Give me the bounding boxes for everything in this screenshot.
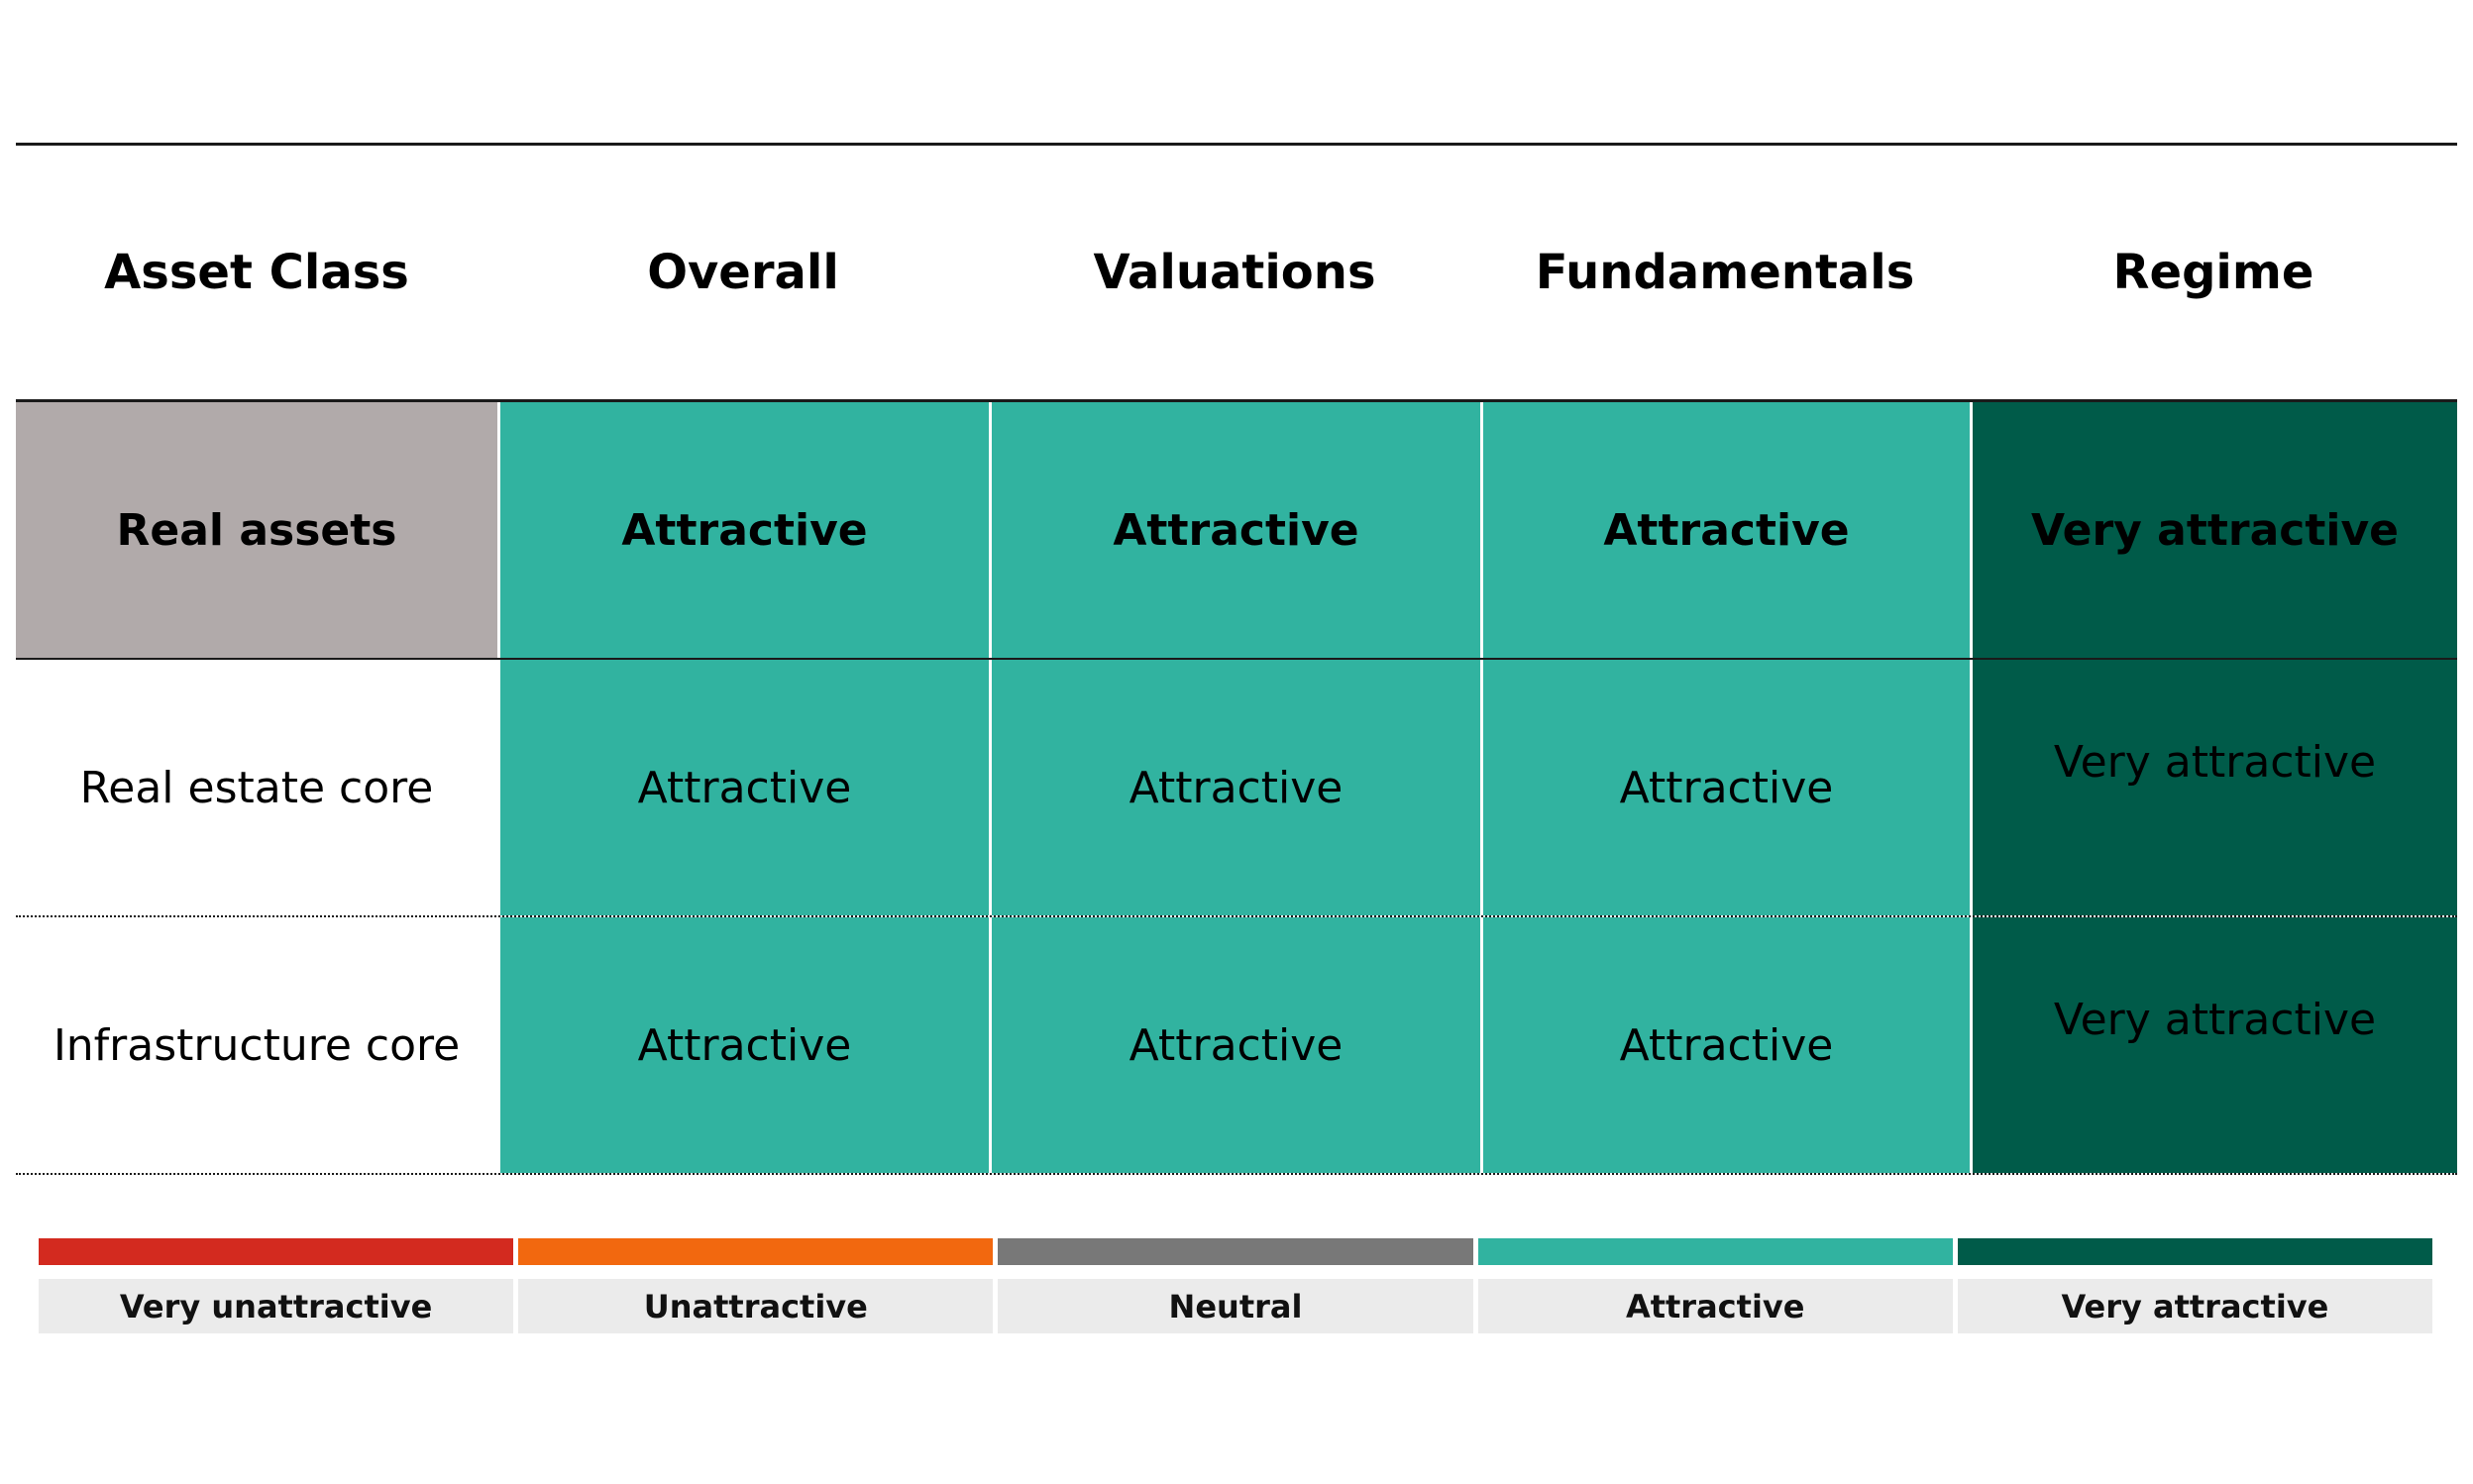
cell-regime-infrastructure-core: Very attractive [1970, 917, 2457, 1173]
top-rule [16, 143, 2457, 146]
legend-label-very-unattractive: Very unattractive [39, 1279, 514, 1333]
cell-regime-real-estate-core: Very attractive [1970, 660, 2457, 915]
header-fundamentals: Fundamentals [1535, 245, 1915, 300]
table-row-real-estate-core: Real estate core Attractive Attractive A… [16, 660, 2457, 917]
legend-item-attractive: Attractive [1477, 1238, 1953, 1333]
cell-valuations-real-assets: Attractive [989, 402, 1480, 658]
cell-overall-real-estate-core: Attractive [497, 660, 989, 915]
legend-swatch-unattractive [518, 1238, 994, 1265]
legend-label-very-attractive: Very attractive [1957, 1279, 2433, 1333]
legend-item-unattractive: Unattractive [518, 1238, 994, 1333]
legend-label-neutral: Neutral [998, 1279, 1473, 1333]
header-overall: Overall [647, 245, 839, 300]
cell-asset-real-assets: Real assets [16, 402, 497, 658]
cell-asset-infrastructure-core: Infrastructure core [16, 917, 497, 1173]
cell-regime-real-assets: Very attractive [1970, 402, 2457, 658]
table-header-row: Asset Class Overall Valuations Fundament… [16, 146, 2457, 399]
table-row-infrastructure-core: Infrastructure core Attractive Attractiv… [16, 917, 2457, 1175]
legend-swatch-neutral [998, 1238, 1473, 1265]
legend-swatch-very-unattractive [39, 1238, 514, 1265]
legend-item-very-attractive: Very attractive [1957, 1238, 2433, 1333]
header-asset-class: Asset Class [104, 245, 409, 300]
cell-overall-real-assets: Attractive [497, 402, 989, 658]
cell-fundamentals-real-estate-core: Attractive [1480, 660, 1970, 915]
cell-overall-infrastructure-core: Attractive [497, 917, 989, 1173]
cell-fundamentals-real-assets: Attractive [1480, 402, 1970, 658]
table-row-real-assets: Real assets Attractive Attractive Attrac… [16, 399, 2457, 660]
cell-valuations-infrastructure-core: Attractive [989, 917, 1480, 1173]
cell-asset-real-estate-core: Real estate core [16, 660, 497, 915]
legend-item-neutral: Neutral [998, 1238, 1473, 1333]
legend-label-unattractive: Unattractive [518, 1279, 994, 1333]
legend-item-very-unattractive: Very unattractive [39, 1238, 514, 1333]
legend-swatch-very-attractive [1957, 1238, 2433, 1265]
legend-label-attractive: Attractive [1477, 1279, 1953, 1333]
cell-fundamentals-infrastructure-core: Attractive [1480, 917, 1970, 1173]
rating-legend: Very unattractive Unattractive Neutral A… [39, 1238, 2433, 1333]
cell-valuations-real-estate-core: Attractive [989, 660, 1480, 915]
header-regime: Regime [2112, 245, 2314, 300]
legend-swatch-attractive [1477, 1238, 1953, 1265]
header-valuations: Valuations [1093, 245, 1376, 300]
asset-table: Real assets Attractive Attractive Attrac… [16, 399, 2457, 1175]
